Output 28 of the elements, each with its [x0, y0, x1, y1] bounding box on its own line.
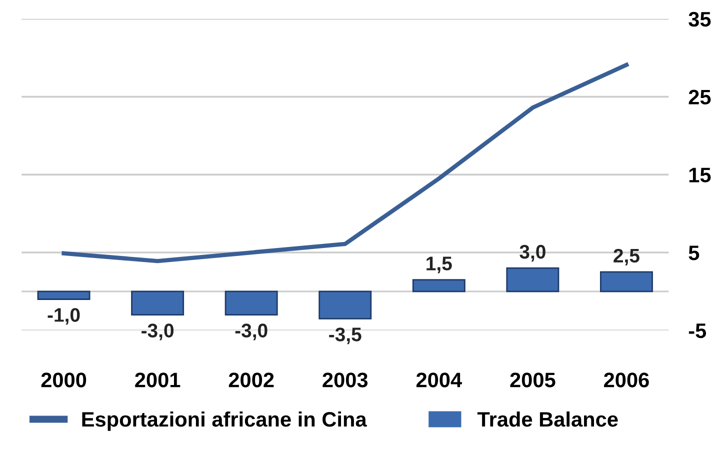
bar [224, 290, 278, 316]
bar [318, 290, 372, 320]
legend-label: Esportazioni africane in Cina [82, 411, 367, 431]
x-tick-label: 2004 [416, 372, 462, 388]
bar [506, 267, 560, 292]
bar [131, 290, 184, 316]
data-label: -3,0 [142, 324, 174, 340]
x-tick-label: 2001 [135, 372, 180, 388]
x-tick-label: 2005 [510, 372, 556, 388]
legend-label: Trade Balance [477, 411, 618, 427]
data-label: -1,0 [48, 308, 80, 325]
x-tick-label: 2003 [322, 372, 368, 388]
y-tick-label: 35 [688, 12, 711, 27]
y-tick-label: -5 [688, 324, 706, 338]
bar [37, 290, 90, 300]
bar [412, 279, 466, 292]
x-tick-label: 2006 [604, 372, 649, 388]
y-tick-label: 25 [688, 90, 711, 105]
bar [600, 271, 653, 292]
y-tick-label: 5 [688, 246, 700, 260]
data-label: -3,5 [329, 328, 362, 344]
data-label: 3,0 [520, 244, 546, 262]
data-label: 2,5 [614, 248, 640, 266]
x-tick-label: 2000 [41, 372, 86, 388]
x-tick-label: 2002 [228, 372, 274, 388]
y-tick-label: 15 [689, 168, 711, 182]
data-label: 1,5 [426, 256, 452, 274]
data-label: -3,0 [235, 324, 268, 340]
